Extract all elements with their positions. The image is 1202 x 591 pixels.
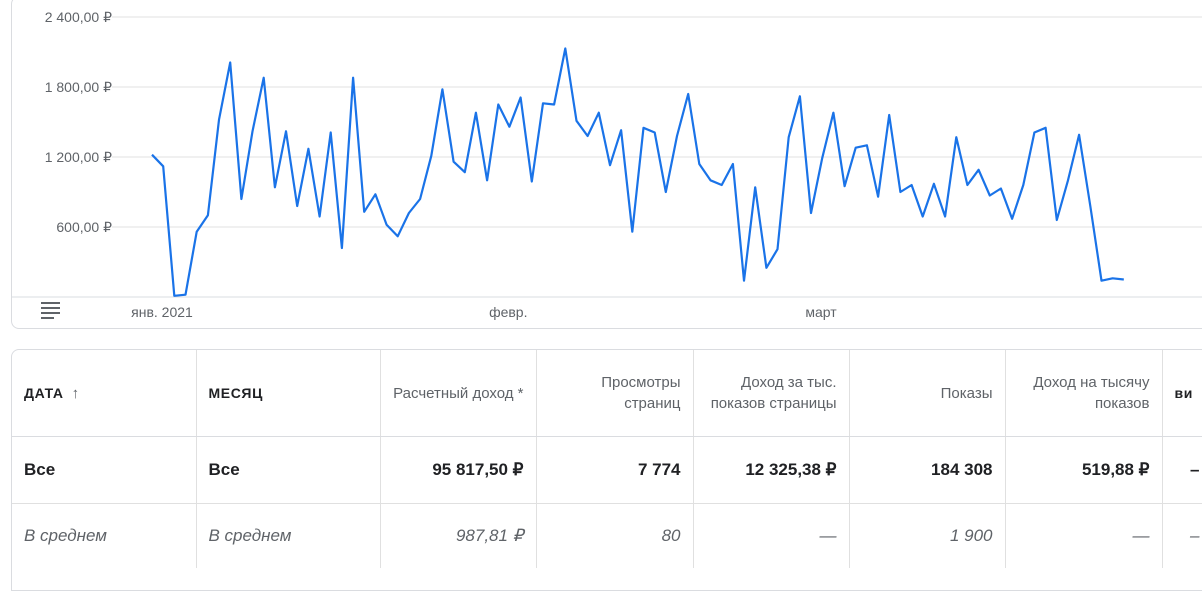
column-header-impression-rpm[interactable]: Доход на тысячу показов <box>1005 350 1162 437</box>
cell-total-page-rpm: 12 325,38 ₽ <box>693 437 849 504</box>
x-tick-label: март <box>805 304 837 320</box>
cell-total-impressions: 184 308 <box>849 437 1005 504</box>
column-header-impressions[interactable]: Показы <box>849 350 1005 437</box>
revenue-line-chart: 2 400,00 ₽ 1 800,00 ₽ 1 200,00 ₽ 600,00 ₽ я… <box>12 0 1202 328</box>
revenue-series-line <box>152 49 1124 296</box>
cell-avg-month: В среднем <box>196 504 380 569</box>
y-tick-label: 600,00 ₽ <box>56 219 112 235</box>
cell-total-month: Все <box>196 437 380 504</box>
table-header-row: ДАТА↑ МЕСЯЦ Расчетный доход * Просмотры … <box>12 350 1202 437</box>
table-row-average: В среднем В среднем 987,81 ₽ 80 — 1 900 … <box>12 504 1202 569</box>
column-header-date[interactable]: ДАТА↑ <box>12 350 196 437</box>
cell-total-truncated: – <box>1162 437 1202 504</box>
column-header-month[interactable]: МЕСЯЦ <box>196 350 380 437</box>
cell-avg-impression-rpm: — <box>1005 504 1162 569</box>
arrow-up-icon[interactable]: ↑ <box>72 383 80 404</box>
revenue-chart-card: 2 400,00 ₽ 1 800,00 ₽ 1 200,00 ₽ 600,00 ₽ я… <box>11 0 1202 329</box>
column-header-page-views[interactable]: Просмотры страниц <box>536 350 693 437</box>
cell-total-impression-rpm: 519,88 ₽ <box>1005 437 1162 504</box>
x-tick-label: янв. 2021 <box>131 304 193 320</box>
report-table: ДАТА↑ МЕСЯЦ Расчетный доход * Просмотры … <box>12 350 1202 568</box>
column-header-page-rpm[interactable]: Доход за тыс. показов страницы <box>693 350 849 437</box>
y-tick-label: 2 400,00 ₽ <box>45 9 112 25</box>
cell-total-estimated-revenue: 95 817,50 ₽ <box>380 437 536 504</box>
cell-avg-impressions: 1 900 <box>849 504 1005 569</box>
cell-avg-estimated-revenue: 987,81 ₽ <box>380 504 536 569</box>
column-header-estimated-revenue[interactable]: Расчетный доход * <box>380 350 536 437</box>
cell-avg-truncated: – <box>1162 504 1202 569</box>
cell-avg-page-views: 80 <box>536 504 693 569</box>
cell-total-date: Все <box>12 437 196 504</box>
chart-menu-icon[interactable] <box>39 297 63 319</box>
cell-avg-page-rpm: — <box>693 504 849 569</box>
report-table-card: ДАТА↑ МЕСЯЦ Расчетный доход * Просмотры … <box>11 349 1202 591</box>
cell-total-page-views: 7 774 <box>536 437 693 504</box>
y-tick-label: 1 200,00 ₽ <box>45 149 112 165</box>
y-tick-label: 1 800,00 ₽ <box>45 79 112 95</box>
cell-avg-date: В среднем <box>12 504 196 569</box>
x-tick-label: февр. <box>489 304 527 320</box>
table-row-total: Все Все 95 817,50 ₽ 7 774 12 325,38 ₽ 18… <box>12 437 1202 504</box>
column-header-truncated[interactable]: ви <box>1162 350 1202 437</box>
